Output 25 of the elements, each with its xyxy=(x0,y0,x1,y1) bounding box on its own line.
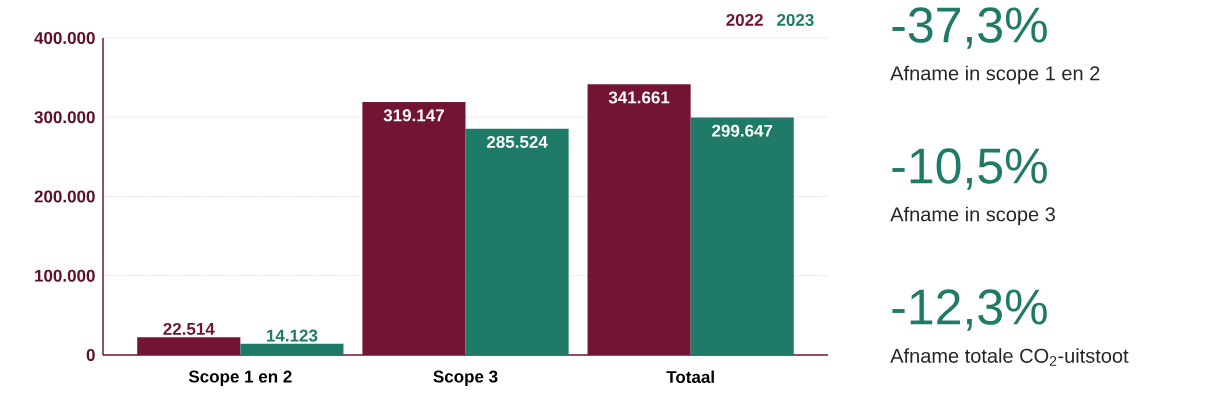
data-label: 341.661 xyxy=(608,91,670,104)
y-tick-label: 0 xyxy=(86,348,95,362)
y-tick-label: 200.000 xyxy=(34,190,95,203)
y-tick-label: 400.000 xyxy=(34,31,95,45)
text: Afname in scope 3 xyxy=(890,206,1055,226)
data-label: 14.123 xyxy=(266,329,318,342)
bar xyxy=(465,128,569,355)
text: Afname in scope 1 en 2 xyxy=(890,65,1100,85)
y-tick-label: 100.000 xyxy=(35,269,95,282)
data-label: 22.514 xyxy=(163,322,215,335)
text: -10,5% xyxy=(892,148,1047,190)
data-label: 299.647 xyxy=(712,124,773,137)
bar xyxy=(690,117,794,355)
text: Afname totale CO$_{2}$-uitstoot xyxy=(890,348,1129,366)
x-tick-label: Scope 1 en 2 xyxy=(188,370,292,386)
data-label: 319.147 xyxy=(383,109,444,122)
text: -12,3% xyxy=(892,289,1047,331)
y-tick-label: 300.000 xyxy=(34,111,95,124)
text: -37,3% xyxy=(892,7,1047,49)
bar xyxy=(240,343,344,355)
x-tick-label: Scope 3 xyxy=(433,370,498,386)
x-tick-label: Totaal xyxy=(666,370,714,384)
data-label: 285.524 xyxy=(486,135,548,148)
text: 2022 xyxy=(726,13,763,26)
text: 2023 xyxy=(777,13,814,26)
